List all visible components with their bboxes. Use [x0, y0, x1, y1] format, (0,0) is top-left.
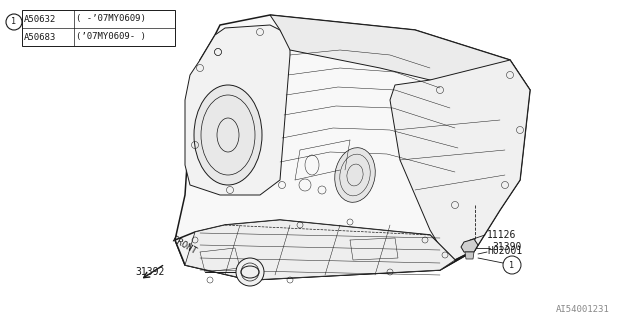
Polygon shape — [22, 10, 175, 46]
Polygon shape — [461, 239, 478, 252]
Text: AI54001231: AI54001231 — [556, 306, 610, 315]
Ellipse shape — [335, 148, 375, 202]
Text: H02001: H02001 — [487, 246, 522, 256]
Polygon shape — [175, 220, 475, 280]
Text: 1: 1 — [509, 260, 515, 269]
Text: FRONT: FRONT — [170, 235, 198, 256]
Text: 31392: 31392 — [135, 267, 164, 277]
Polygon shape — [185, 25, 290, 195]
Ellipse shape — [194, 85, 262, 185]
Circle shape — [236, 258, 264, 286]
Text: A50683: A50683 — [24, 33, 56, 42]
Polygon shape — [185, 220, 455, 280]
Text: 31390: 31390 — [492, 242, 522, 252]
Text: 11126: 11126 — [487, 230, 516, 240]
Text: A50632: A50632 — [24, 14, 56, 23]
Polygon shape — [270, 15, 530, 90]
Text: (’07MY0609- ): (’07MY0609- ) — [76, 33, 146, 42]
Polygon shape — [175, 15, 530, 280]
Text: ( -’07MY0609): ( -’07MY0609) — [76, 14, 146, 23]
Text: 1: 1 — [12, 18, 17, 27]
Polygon shape — [390, 60, 530, 260]
Polygon shape — [465, 252, 474, 259]
